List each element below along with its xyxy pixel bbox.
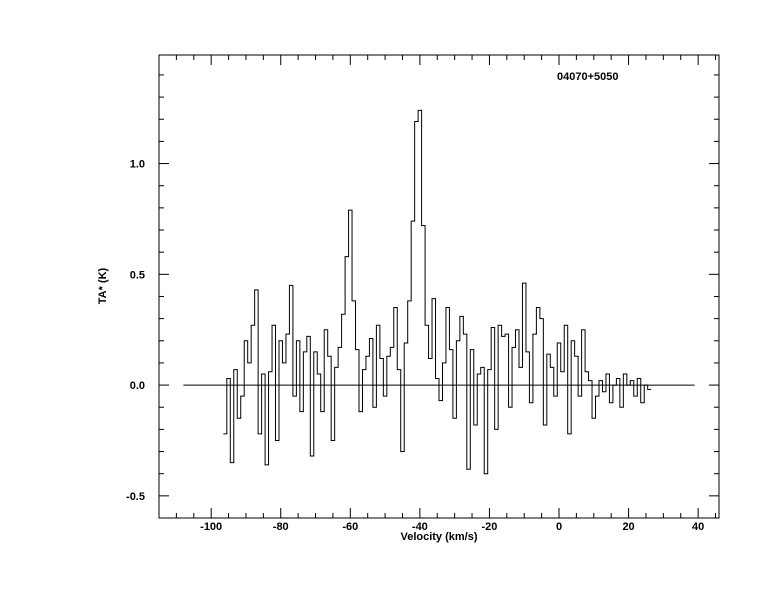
axis-tick-labels: -100 -80 -60 -40 -20 0 20 40 -0.5 0.0 0.5 1.0 bbox=[126, 159, 704, 533]
x-tick-label: -20 bbox=[481, 521, 497, 533]
source-annotation: 04070+5050 bbox=[557, 71, 618, 83]
spectrum-series-line bbox=[223, 109, 652, 475]
x-tick-label: 20 bbox=[622, 521, 634, 533]
y-tick-label: 0.0 bbox=[130, 380, 145, 392]
x-tick-label: -80 bbox=[273, 521, 289, 533]
y-tick-label: 1.0 bbox=[130, 159, 145, 171]
x-tick-label: -40 bbox=[412, 521, 428, 533]
y-axis-label: TA* (K) bbox=[97, 267, 109, 304]
x-tick-label: -100 bbox=[200, 521, 222, 533]
x-tick-label: -60 bbox=[342, 521, 358, 533]
y-tick-label: 0.5 bbox=[130, 269, 145, 281]
x-axis-label: Velocity (km/s) bbox=[400, 531, 477, 543]
x-tick-label: 0 bbox=[556, 521, 562, 533]
x-tick-label: 40 bbox=[692, 521, 704, 533]
plot-frame bbox=[158, 54, 720, 519]
axis-ticks bbox=[158, 55, 719, 519]
y-tick-label: -0.5 bbox=[126, 491, 145, 503]
